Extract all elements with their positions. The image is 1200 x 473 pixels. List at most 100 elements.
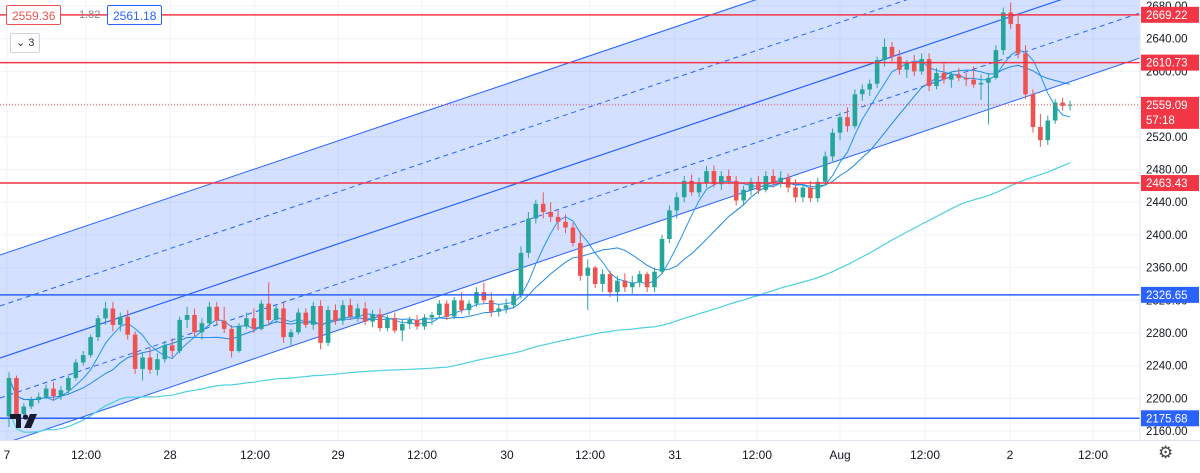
candle-body — [1030, 94, 1036, 127]
candle-body — [251, 318, 257, 329]
price-axis-label: 2360.00 — [1146, 263, 1188, 275]
candle-body — [971, 79, 976, 85]
candle-body — [592, 267, 598, 284]
candle-body — [993, 50, 999, 78]
candle-body — [496, 308, 501, 312]
candle-body — [80, 355, 86, 363]
sell-price-button[interactable]: 2559.36 — [6, 5, 62, 25]
price-label-box — [1141, 175, 1199, 192]
candle-body — [429, 315, 435, 318]
candle-body — [333, 310, 338, 321]
price-axis-label: 2160.00 — [1146, 426, 1188, 438]
candle-body — [585, 267, 591, 276]
candle-body — [963, 77, 969, 80]
candle-body — [192, 315, 197, 333]
candle-body — [778, 177, 783, 183]
candle-body — [986, 77, 991, 83]
candle-body — [711, 171, 717, 185]
candle-body — [904, 63, 910, 70]
ma-mid-line — [8, 64, 1071, 401]
candle-body — [340, 305, 346, 321]
candle-body — [58, 390, 64, 396]
price-label-box — [1141, 410, 1199, 427]
price-axis-label: 2240.00 — [1146, 361, 1188, 373]
price-label-box — [1141, 286, 1199, 303]
candle-body — [704, 171, 709, 184]
time-axis-label: 31 — [668, 448, 682, 462]
candle-body — [845, 117, 850, 127]
candle-body — [125, 316, 130, 335]
candle-body — [674, 197, 680, 211]
chevron-down-icon: ⌄ — [16, 37, 26, 49]
candle-body — [259, 303, 264, 329]
time-axis-label: 29 — [331, 448, 345, 462]
candle-body — [1067, 104, 1073, 106]
candle-body — [860, 89, 865, 95]
price-axis-label: 2400.00 — [1146, 230, 1188, 242]
candle-body — [422, 317, 427, 327]
channel-lower-line — [13, 57, 1140, 440]
candle-body — [169, 345, 175, 351]
candle-body — [288, 332, 294, 338]
candle-body — [1001, 12, 1006, 51]
price-label-box — [1141, 54, 1199, 71]
countdown-label-text: 57:18 — [1146, 115, 1175, 127]
ma-fast-line — [8, 49, 1071, 401]
candle-body — [852, 94, 858, 127]
candle-body — [407, 319, 412, 324]
buy-price-button[interactable]: 2561.18 — [107, 5, 163, 25]
candle-body — [926, 59, 932, 87]
candle-body — [793, 187, 798, 198]
price-label-text: 2326.65 — [1146, 290, 1188, 302]
candle-body — [385, 318, 390, 329]
candle-body — [830, 132, 835, 157]
candle-body — [630, 282, 635, 288]
price-label-text: 2669.22 — [1146, 10, 1188, 22]
candle-body — [548, 212, 553, 217]
candle-body — [578, 243, 583, 276]
candle-body — [459, 300, 464, 311]
candle-body — [355, 308, 360, 317]
price-label-text: 2610.73 — [1146, 58, 1188, 70]
tradingview-logo[interactable] — [10, 412, 40, 430]
candle-body — [518, 252, 524, 296]
candle-body — [756, 181, 761, 190]
candle-body — [1045, 120, 1051, 141]
time-axis-label: 30 — [500, 448, 514, 462]
candle-body — [244, 318, 249, 327]
candle-body — [919, 59, 924, 72]
candle-body — [941, 73, 947, 80]
candle-body — [370, 314, 375, 322]
time-axis-label: 12:00 — [71, 448, 101, 462]
candle-body — [1052, 102, 1058, 121]
candle-body — [1060, 102, 1065, 106]
candle-body — [281, 308, 286, 338]
indicators-collapse-button[interactable]: ⌄ 3 — [10, 33, 41, 53]
price-label-text: 2559.09 — [1146, 100, 1188, 112]
gear-icon[interactable]: ⚙ — [1158, 443, 1174, 462]
candle-body — [184, 315, 190, 320]
candle-body — [956, 74, 962, 78]
ma-slow-line — [8, 162, 1071, 433]
candle-body — [43, 388, 49, 397]
candle-body — [66, 378, 71, 391]
time-axis-label: 12:00 — [407, 448, 437, 462]
candle-body — [400, 324, 405, 331]
candle-body — [815, 181, 821, 199]
price-label-box — [1141, 6, 1199, 23]
candle-body — [481, 292, 487, 301]
candle-body — [1038, 127, 1043, 141]
time-axis-label: 12:00 — [240, 448, 270, 462]
price-axis-label: 2480.00 — [1146, 165, 1188, 177]
candle-body — [563, 221, 568, 228]
candle-body — [741, 189, 746, 201]
candle-body — [503, 305, 509, 309]
candle-body — [21, 406, 27, 414]
time-axis-label: Aug — [829, 448, 850, 462]
candle-body — [392, 318, 398, 331]
candle-body — [132, 334, 138, 369]
candle-body — [511, 295, 516, 306]
price-label-box — [1141, 96, 1199, 129]
price-axis-label: 2520.00 — [1146, 132, 1188, 144]
